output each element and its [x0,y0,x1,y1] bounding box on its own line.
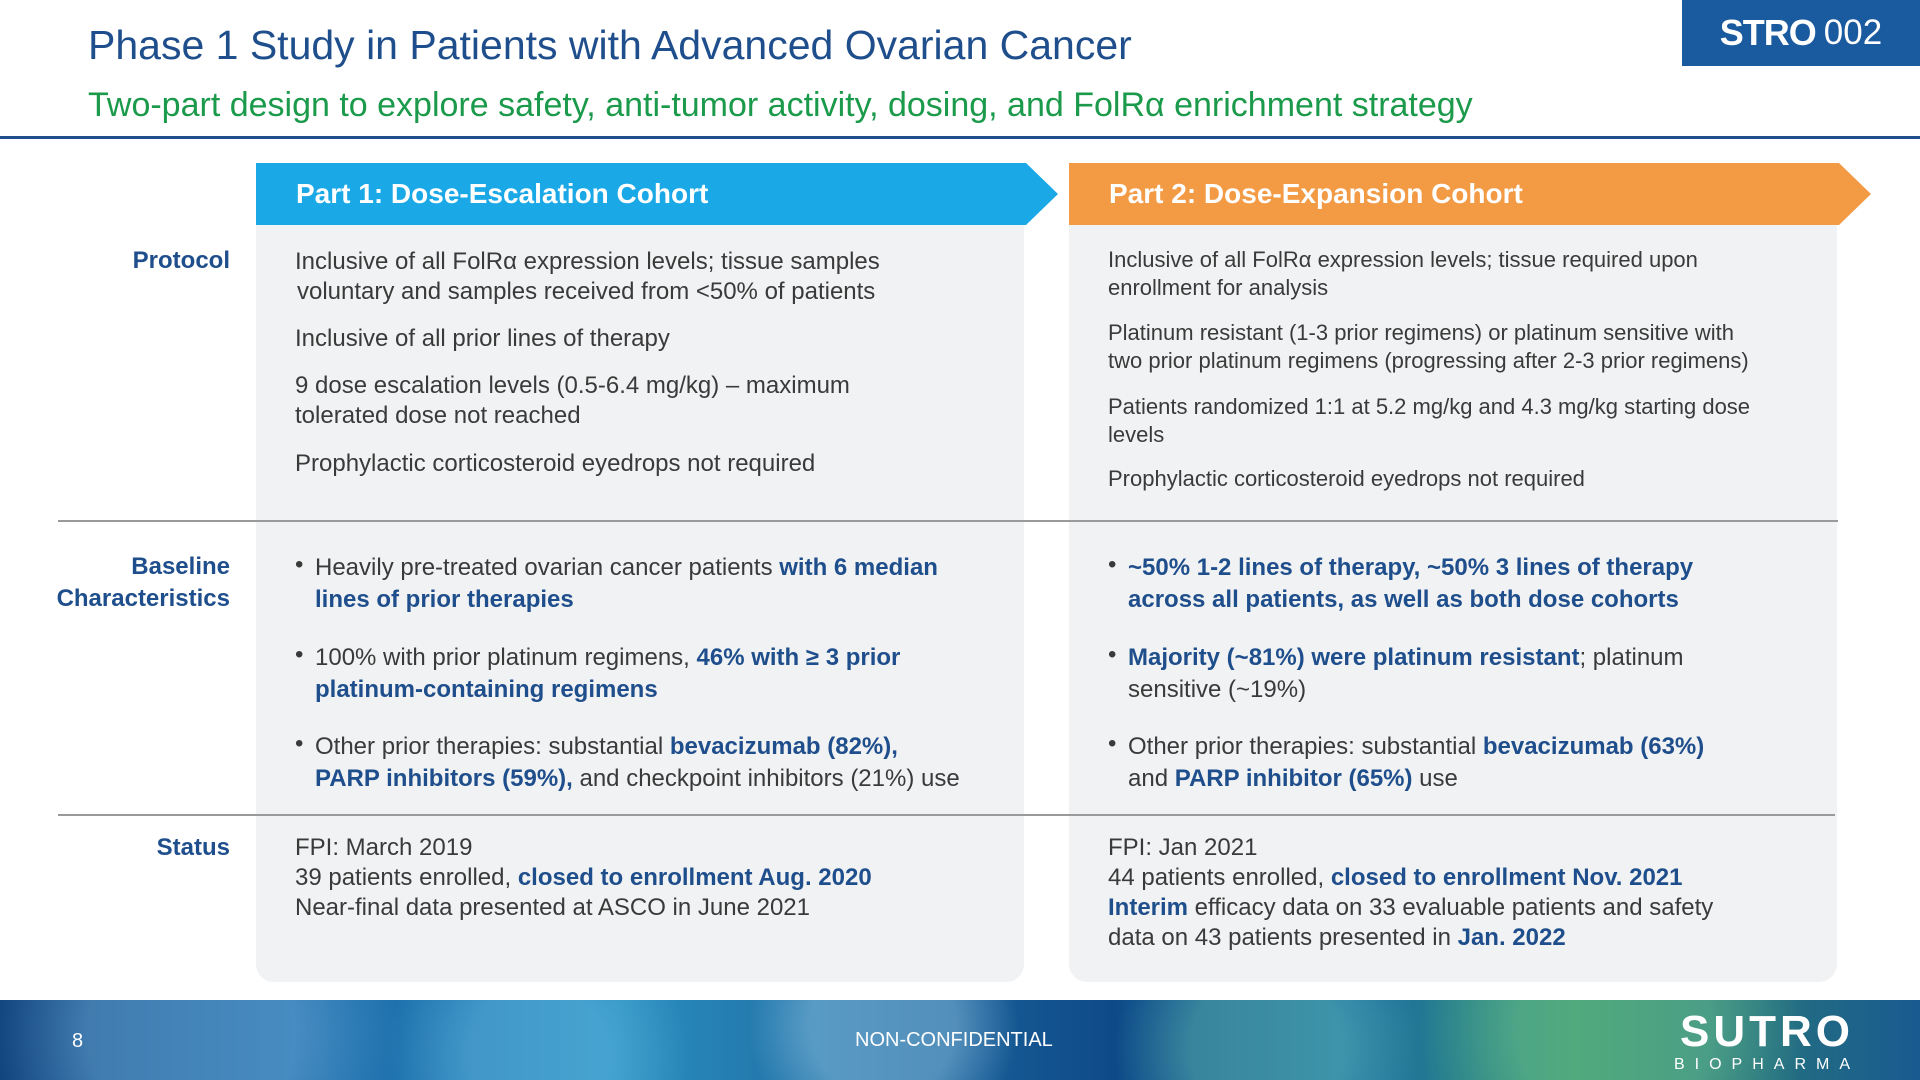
part2-fpi: FPI: Jan 2021 [1108,834,1258,861]
row-label-status: Status [156,834,230,861]
part2-protocol-item: Patients randomized 1:1 at 5.2 mg/kg and… [1108,393,1750,449]
part1-banner-arrow [256,163,1058,225]
part2-protocol-line: Prophylactic corticosteroid eyedrops not… [1108,466,1585,491]
part1-protocol-line: Prophylactic corticosteroid eyedrops not… [295,450,816,477]
part1-status: FPI: March 2019 39 patients enrolled, cl… [295,833,1015,923]
sutro-logo: SUTRO BIOPHARMA [1674,1010,1860,1076]
part2-protocol-item: Platinum resistant (1-3 prior regimens) … [1108,319,1749,375]
page-title: Phase 1 Study in Patients with Advanced … [88,22,1132,68]
part2-protocol-line: Patients randomized 1:1 at 5.2 mg/kg and… [1108,394,1751,419]
part1-protocol-line: Inclusive of all FolRα expression levels… [295,248,880,275]
part1-protocol-line: Inclusive of all prior lines of therapy [295,325,670,352]
part2-baseline-bullet: Other prior therapies: substantial bevac… [1108,728,1828,795]
part1-baseline-bullet: 100% with prior platinum regimens, 46% w… [295,639,1015,706]
part1-fpi: FPI: March 2019 [295,834,473,861]
part2-protocol-line: Inclusive of all FolRα expression levels… [1108,247,1698,272]
part2-banner-arrow [1069,163,1871,225]
footer-texture [0,1000,1920,1080]
part1-protocol-item: Inclusive of all prior lines of therapy [295,324,670,354]
part2-protocol-line: levels [1108,422,1165,447]
page-number: 8 [72,1030,84,1052]
row-label-baseline: Baseline Characteristics [57,551,230,615]
badge-name: STRO [1719,12,1817,53]
logo-subtext: BIOPHARMA [1673,1056,1860,1073]
badge-number: 002 [1823,13,1883,52]
classification-label: NON-CONFIDENTIAL [855,1029,1053,1051]
header-divider [0,136,1920,139]
part1-baseline-bullet: Other prior therapies: substantial bevac… [295,728,1015,795]
part1-protocol-item: 9 dose escalation levels (0.5-6.4 mg/kg)… [295,371,850,431]
part2-baseline-bullet: ~50% 1-2 lines of therapy, ~50% 3 lines … [1108,549,1828,616]
part1-protocol-line: tolerated dose not reached [295,402,581,429]
part2-protocol-line: two prior platinum regimens (progressing… [1108,348,1749,373]
row-divider-1 [58,520,1838,522]
row-label-protocol: Protocol [132,247,230,274]
footer-banner [0,1000,1920,1080]
part2-protocol-item: Prophylactic corticosteroid eyedrops not… [1108,465,1585,493]
part2-baseline-bullet: Majority (~81%) were platinum resistant;… [1108,639,1828,706]
row-divider-2 [58,814,1835,816]
part1-protocol-line: voluntary and samples received from <50%… [297,278,876,305]
part1-banner-label: Part 1: Dose-Escalation Cohort [296,178,709,209]
part2-banner-label: Part 2: Dose-Expansion Cohort [1109,178,1523,209]
part2-enrollment: 44 patients enrolled, closed to enrollme… [1108,864,1683,891]
part1-protocol-line: 9 dose escalation levels (0.5-6.4 mg/kg)… [295,372,850,399]
row-label-baseline-line1: Baseline [131,553,230,580]
logo-wordmark: SUTRO [1679,1007,1854,1056]
product-badge: STRO 002 [1682,0,1920,66]
part2-banner: Part 2: Dose-Expansion Cohort [1069,163,1871,225]
part2-protocol-line: Platinum resistant (1-3 prior regimens) … [1108,320,1735,345]
part1-data-presented: Near-final data presented at ASCO in Jun… [295,894,810,921]
part2-interim: Interim efficacy data on 33 evaluable pa… [1108,894,1714,921]
part1-enrollment: 39 patients enrolled, closed to enrollme… [295,864,872,891]
part2-status: FPI: Jan 2021 44 patients enrolled, clos… [1108,833,1828,953]
part2-data-presented: data on 43 patients presented in Jan. 20… [1108,924,1566,951]
part1-protocol-item: Prophylactic corticosteroid eyedrops not… [295,449,815,479]
part1-protocol-item: Inclusive of all FolRα expression levels… [295,247,880,307]
row-label-baseline-line2: Characteristics [56,585,230,612]
part2-protocol-line: enrollment for analysis [1108,275,1329,300]
part1-banner: Part 1: Dose-Escalation Cohort [256,163,1058,225]
part2-protocol-item: Inclusive of all FolRα expression levels… [1108,246,1698,302]
page-subtitle: Two-part design to explore safety, anti-… [88,86,1473,124]
part1-baseline-bullet: Heavily pre-treated ovarian cancer patie… [295,549,1015,616]
